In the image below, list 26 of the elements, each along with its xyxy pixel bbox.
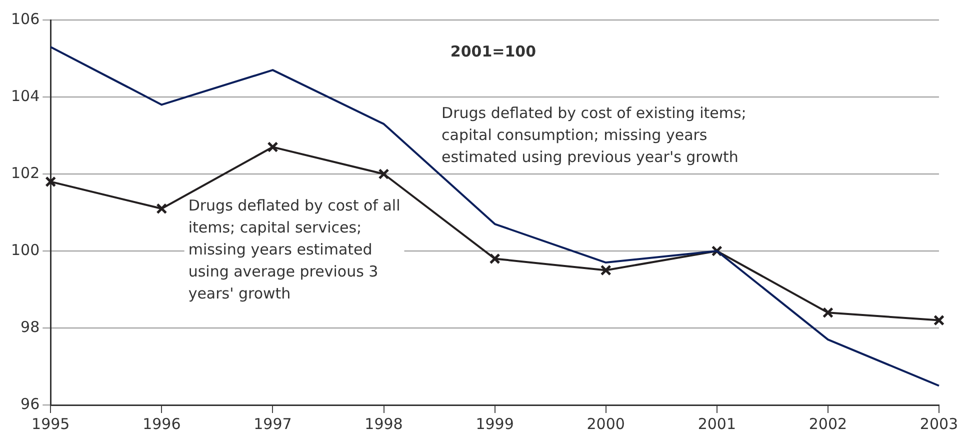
- point: [934, 314, 944, 326]
- x-tick-label: 2001: [698, 414, 736, 433]
- point: [156, 203, 168, 214]
- x-tick-label: 2003: [920, 414, 958, 433]
- x-tick-label: 2000: [586, 414, 625, 433]
- x-tick-label: 1999: [476, 414, 514, 433]
- x-tick-label: 1997: [254, 414, 292, 433]
- x-tick-label: 2002: [808, 414, 848, 433]
- x-tick-label: 1995: [32, 414, 70, 433]
- point: [822, 307, 834, 318]
- point: [600, 264, 612, 276]
- x-tick-label: 1998: [364, 414, 403, 433]
- point: [489, 253, 500, 264]
- point: [378, 168, 390, 180]
- annotation: Drugs deflated by cost of existing items; capital consumption; missing years estimated using previous year's growth: [442, 104, 746, 166]
- point: [267, 142, 278, 153]
- y-tick-label: 104: [10, 86, 40, 105]
- annotation: Drugs deflated by cost of all items; capital services; missing years estimated using average previous 3 years' growth: [188, 196, 400, 302]
- y-tick-label: 100: [10, 240, 40, 259]
- y-tick-label: 96: [20, 394, 40, 413]
- y-tick-label: 102: [10, 164, 40, 182]
- y-tick-label: 106: [10, 10, 40, 28]
- point: [45, 176, 56, 188]
- x-tick-label: 1996: [142, 414, 181, 433]
- annotation: 2001=100: [450, 42, 536, 60]
- y-tick-label: 98: [20, 318, 40, 336]
